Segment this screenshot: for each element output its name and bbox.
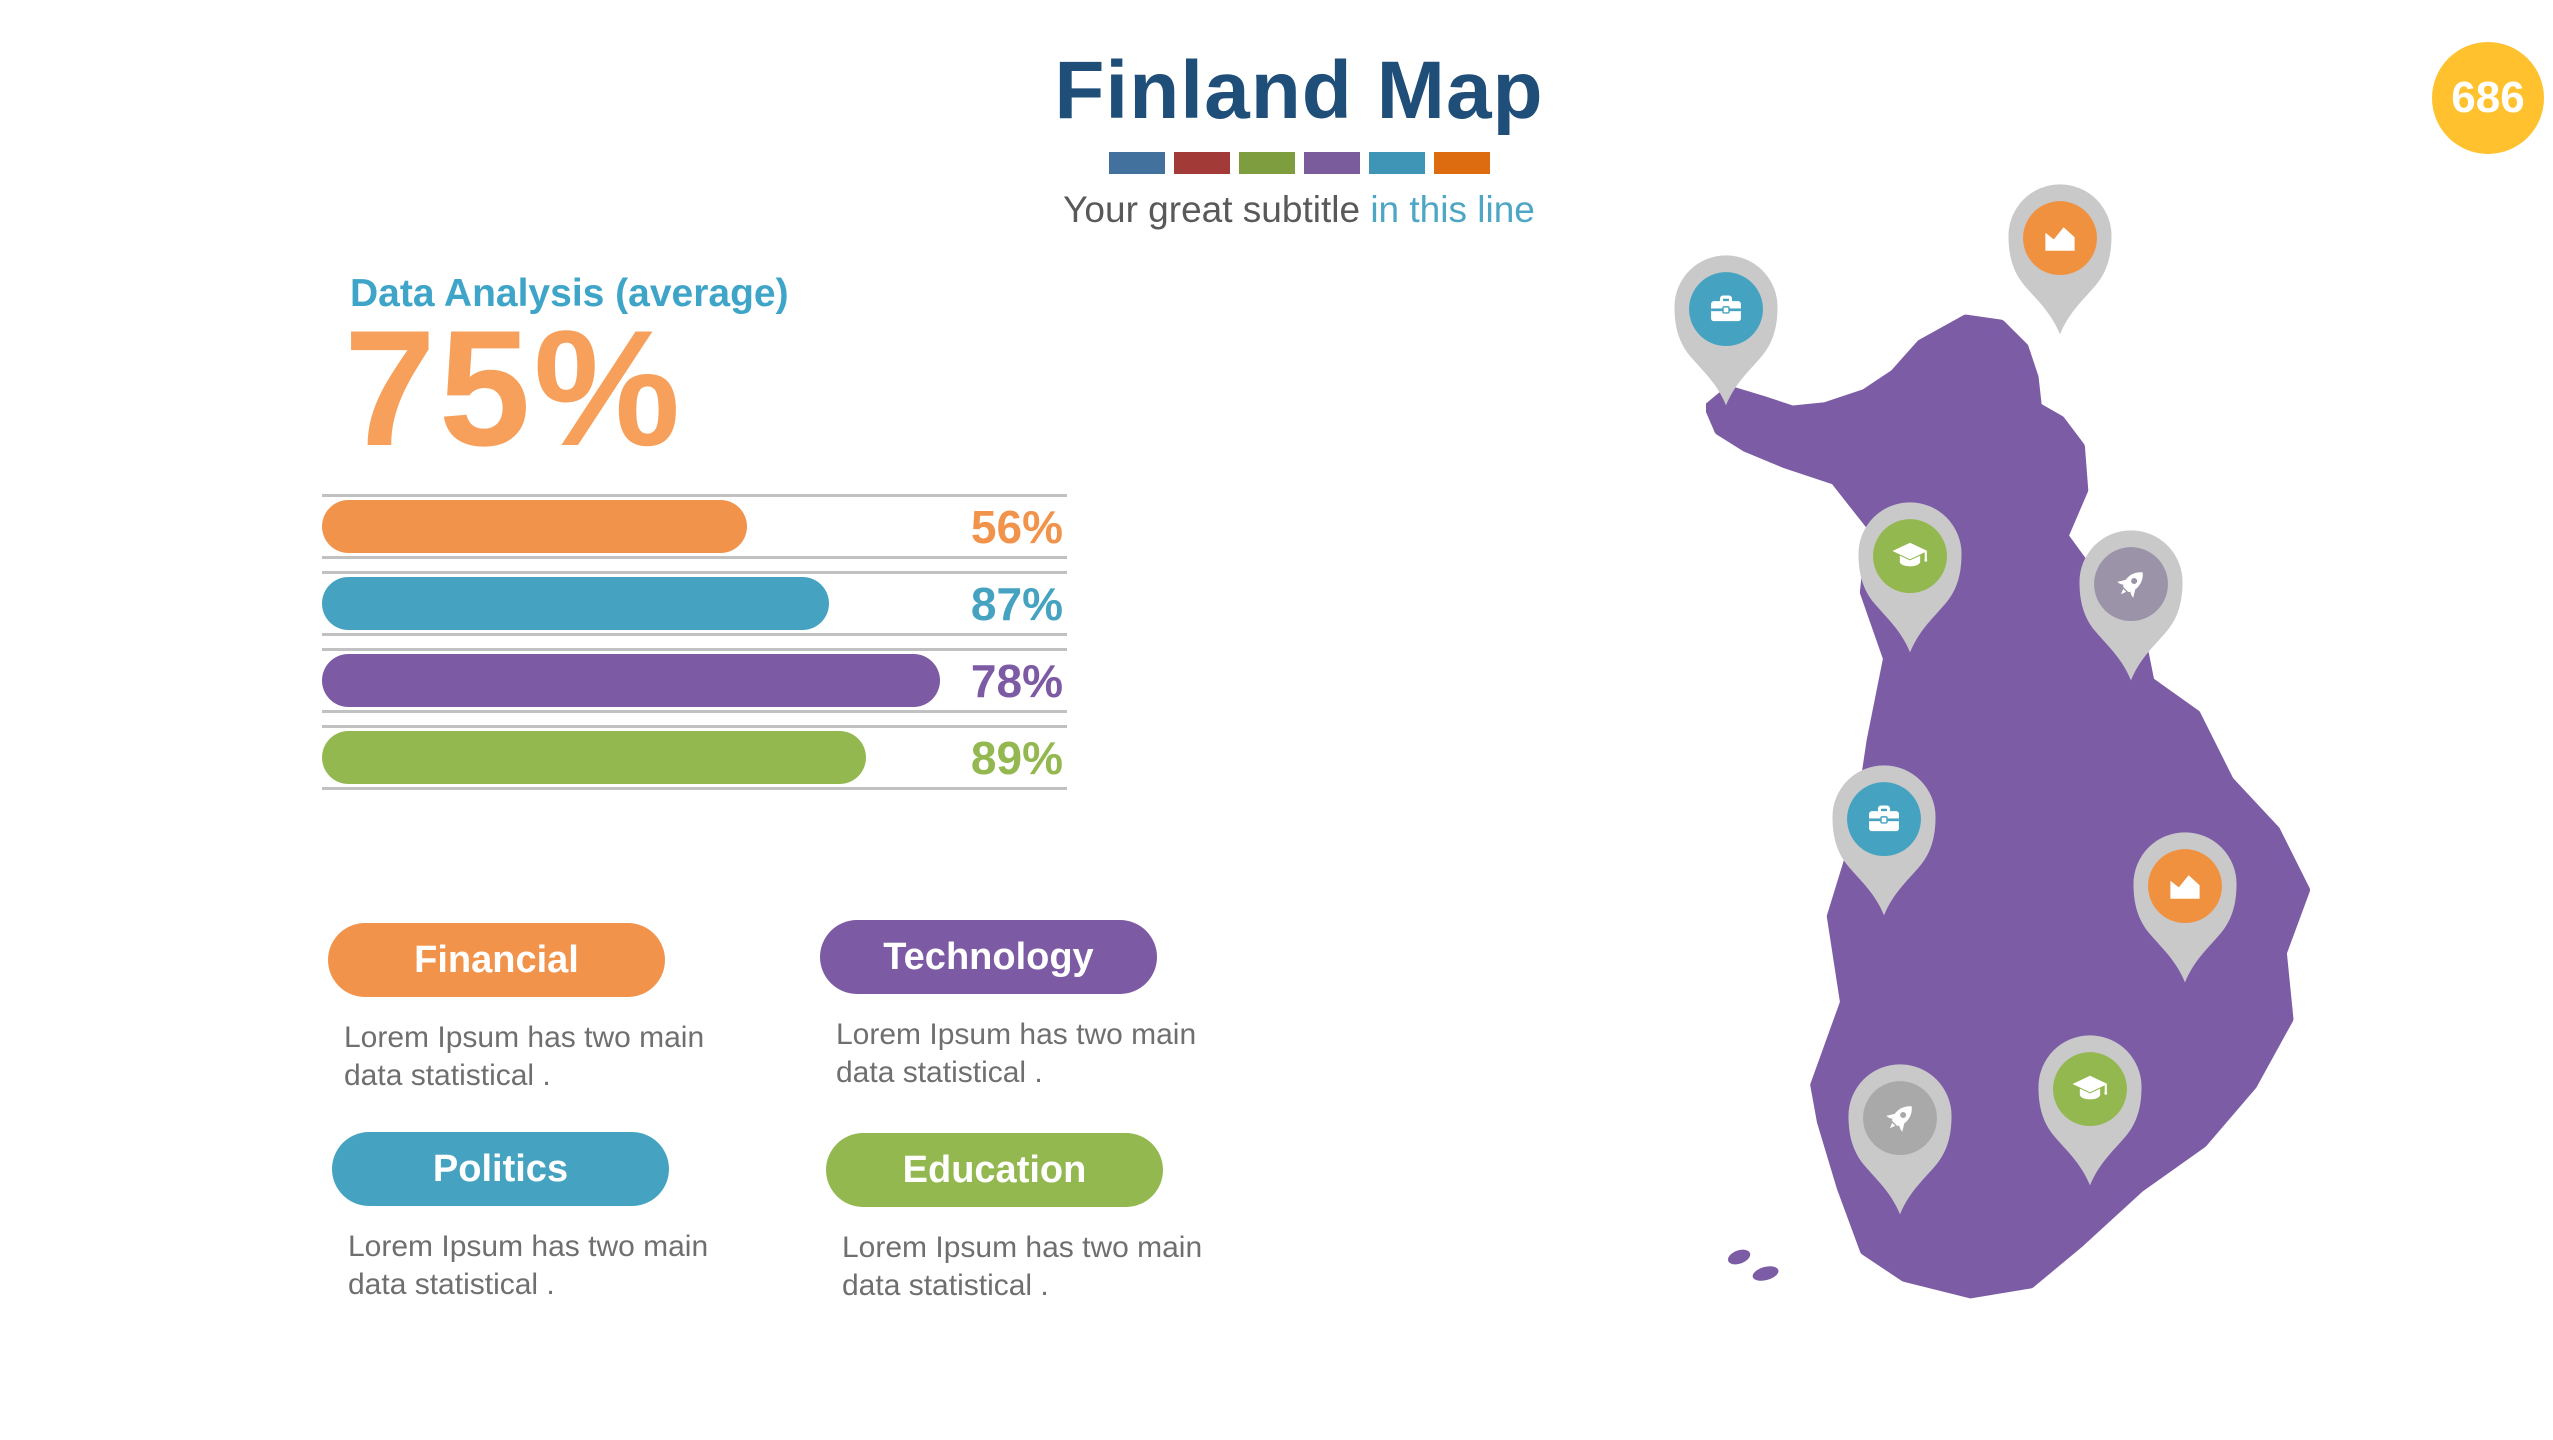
strip-segment [1368,152,1425,174]
average-value: 75% [344,296,684,480]
bar-row-financial: 56% [322,494,1067,559]
finland-landmass [1706,314,2310,1299]
strip-segment [1303,152,1360,174]
legend-description: Lorem Ipsum has two main data statistica… [344,1021,705,1093]
map-pin-area-chart [2004,182,2116,339]
map-pin-graphic [1674,255,1778,406]
subtitle-accent-text: in this line [1370,189,1535,230]
bar-value-label: 87% [970,577,1063,630]
map-pin-graphic [1832,765,1936,916]
bar-financial [322,500,747,553]
header: Finland Map Your great subtitle in this … [899,45,1699,229]
title-divider-strip [899,152,1699,174]
bar-row-education: 89% [322,725,1067,790]
map-pin-graduation-cap [1854,500,1966,657]
legend-pill-politics: Politics [332,1132,669,1206]
aland-island [1727,1249,1751,1265]
map-pin-rocket [1844,1062,1956,1219]
map-pin-briefcase [1828,763,1940,920]
bar-value-label: 89% [970,731,1063,784]
legend-pill-financial: Financial [328,923,665,997]
map-pin-graduation-cap [2034,1033,2146,1190]
aland-island [1752,1266,1779,1281]
map-pin-graphic [1858,502,1962,653]
legend-description: Lorem Ipsum has two main data statistica… [836,1018,1197,1090]
bar-row-technology: 78% [322,648,1067,713]
legend-card-education: Education Lorem Ipsum has two main data … [826,1133,1246,1306]
legend-card-politics: Politics Lorem Ipsum has two main data s… [332,1132,752,1305]
bar-education [322,731,866,784]
legend-description: Lorem Ipsum has two main data statistica… [348,1230,709,1302]
legend-card-technology: Technology Lorem Ipsum has two main data… [820,920,1240,1093]
map-pin-graphic [1848,1064,1952,1215]
page-title: Finland Map [1054,45,1544,136]
legend-pill-education: Education [826,1133,1163,1207]
bar-chart: 56% 87% 78% 89% [322,494,1067,802]
strip-segment [1238,152,1295,174]
bar-row-politics: 87% [322,571,1067,636]
bar-technology [322,654,941,707]
subtitle: Your great subtitle in this line [899,191,1699,228]
legend-pill-technology: Technology [820,920,1157,994]
finland-map [1706,308,2310,1300]
bar-politics [322,577,829,630]
bar-value-label: 56% [970,500,1063,553]
map-pin-graphic [2079,530,2183,681]
bar-value-label: 78% [970,654,1063,707]
map-pin-rocket [2075,528,2187,685]
map-pin-graphic [2008,184,2112,335]
map-pin-graphic [2133,832,2237,983]
strip-segment [1173,152,1230,174]
strip-segment [1108,152,1165,174]
map-pin-graphic [2038,1035,2142,1186]
chart-title: Data Analysis (average) [350,272,789,315]
map-pin-briefcase [1670,253,1782,410]
legend-card-financial: Financial Lorem Ipsum has two main data … [328,923,748,1096]
finland-silhouette [1706,314,2310,1299]
slide-number-badge: 686 [2432,42,2544,154]
strip-segment [1433,152,1490,174]
map-pin-area-chart [2129,830,2241,987]
subtitle-text: Your great subtitle [1063,189,1361,230]
legend-description: Lorem Ipsum has two main data statistica… [842,1231,1203,1303]
